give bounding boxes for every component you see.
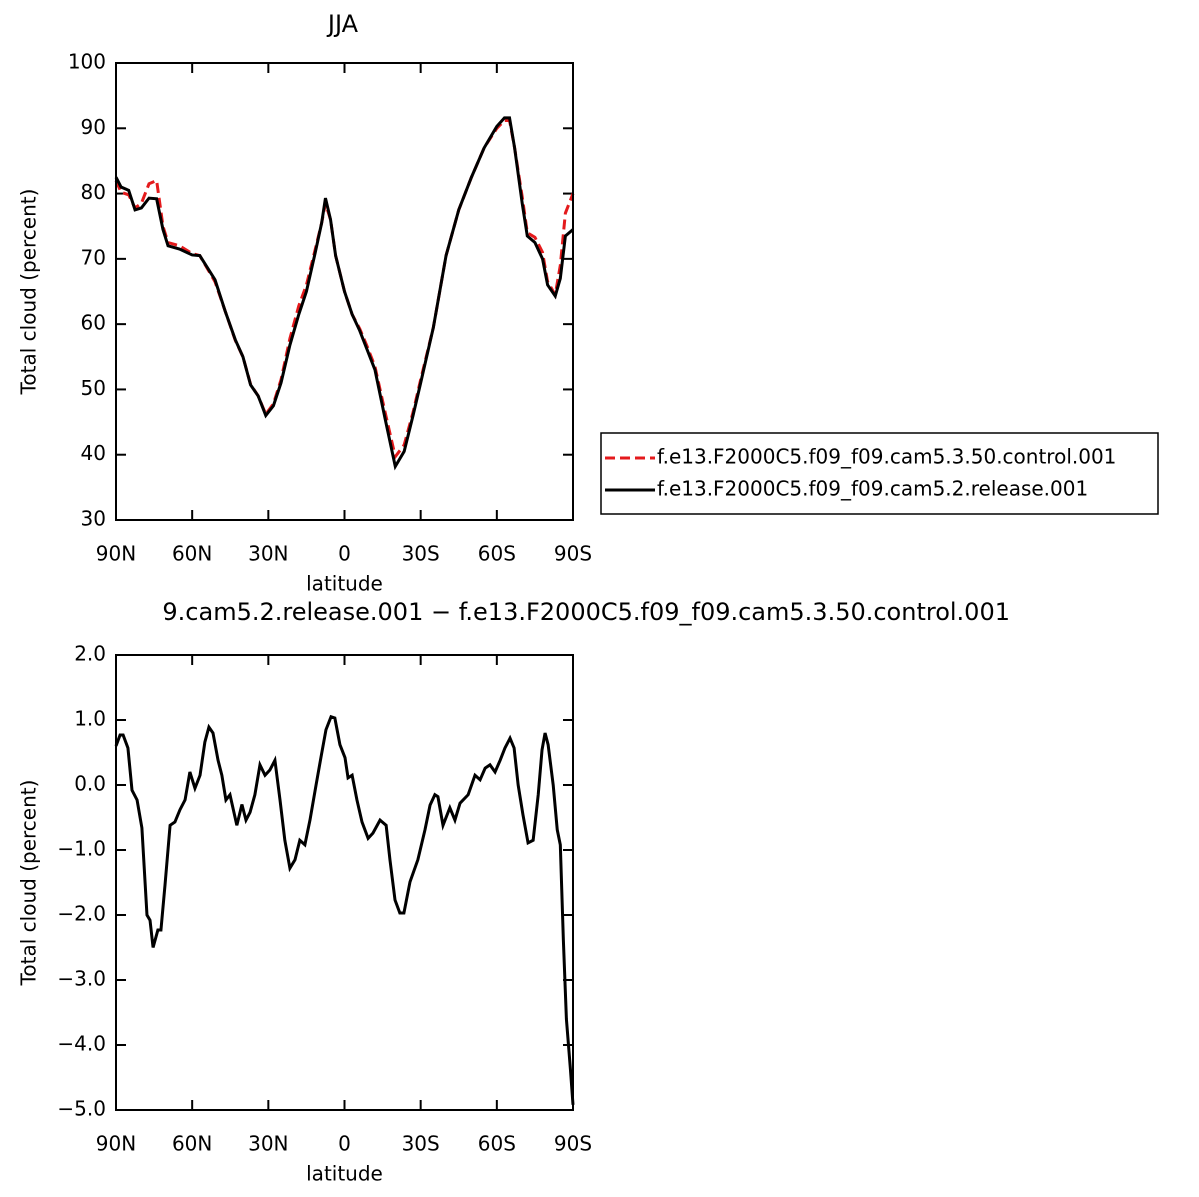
x-tick-label: 90S [554,542,592,566]
y-tick-label: 50 [81,376,106,400]
y-tick-label: 0.0 [74,772,106,796]
y-axis-title: Total cloud (percent) [17,189,41,396]
y-tick-label: 40 [81,441,106,465]
y-tick-label: −1.0 [57,837,106,861]
legend-label: f.e13.F2000C5.f09_f09.cam5.2.release.001 [657,477,1088,501]
y-tick-label: 30 [81,507,106,531]
x-tick-label: 30N [248,542,288,566]
y-tick-label: 70 [81,245,106,269]
y-tick-label: 80 [81,180,106,204]
y-tick-label: 1.0 [74,707,106,731]
plot-frame [115,654,574,1111]
data-line [114,714,575,1105]
data-line [114,116,574,471]
x-tick-label: 60S [478,1132,516,1156]
y-tick-label: −2.0 [57,902,106,926]
plot-frame [115,62,574,521]
y-tick-label: −3.0 [57,967,106,991]
x-tick-label: 60N [172,542,212,566]
y-tick-label: −4.0 [57,1032,106,1056]
x-tick-label: 0 [338,542,351,566]
x-tick-label: 90N [96,542,136,566]
chart-title: 9.cam5.2.release.001 − f.e13.F2000C5.f09… [162,598,1010,626]
x-tick-label: 90S [554,1132,592,1156]
chart-title: JJA [326,10,359,38]
legend-label: f.e13.F2000C5.f09_f09.cam5.3.50.control.… [657,445,1116,469]
y-tick-label: −5.0 [57,1097,106,1121]
x-tick-label: 60S [478,542,516,566]
x-tick-label: 90N [96,1132,136,1156]
legend-box [600,432,1159,515]
y-tick-label: 90 [81,115,106,139]
x-tick-label: 30S [402,1132,440,1156]
y-tick-label: 60 [81,311,106,335]
x-tick-label: 0 [338,1132,351,1156]
y-tick-label: 2.0 [74,642,106,666]
x-tick-label: 30N [248,1132,288,1156]
y-tick-label: 100 [68,50,106,74]
y-axis-title: Total cloud (percent) [17,780,41,987]
x-tick-label: 30S [402,542,440,566]
x-tick-label: 60N [172,1132,212,1156]
x-axis-title: latitude [306,1162,383,1186]
x-axis-title: latitude [306,572,383,596]
